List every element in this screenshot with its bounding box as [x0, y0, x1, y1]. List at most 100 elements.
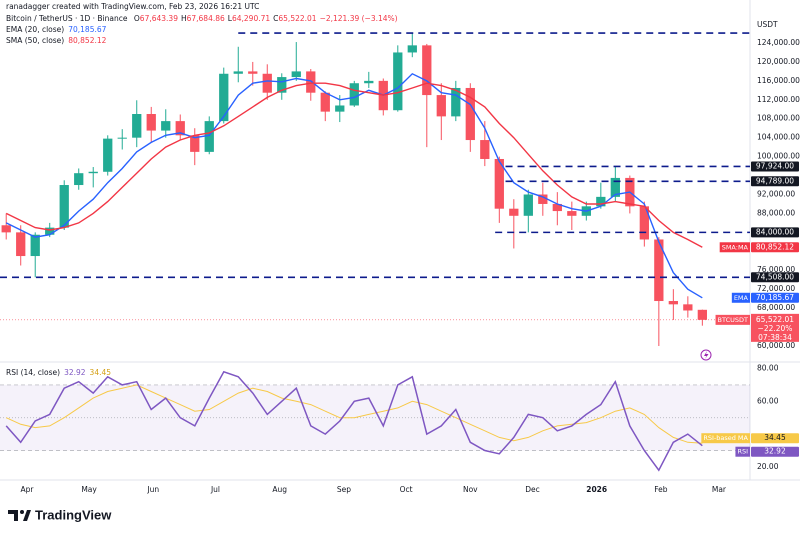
- level-label-box: [751, 161, 799, 172]
- rsi-value-tag-box: [751, 433, 799, 444]
- candle-body: [451, 87, 461, 117]
- ma-name-tag-box: [731, 292, 750, 303]
- price-tag-box: [751, 313, 799, 342]
- candle-body: [132, 114, 142, 138]
- y-tick-label: 124,000.00: [757, 38, 800, 47]
- ohlc-label: H: [180, 14, 187, 23]
- candle-body: [407, 45, 417, 53]
- candle-body: [349, 83, 359, 106]
- candle-body: [668, 301, 678, 305]
- y-tick-label: 104,000.00: [757, 133, 800, 142]
- currency-label: USDT: [757, 20, 778, 29]
- x-tick-label: Mar: [712, 485, 727, 494]
- x-tick-label: May: [81, 485, 97, 494]
- level-label: 94,789.00: [756, 176, 794, 185]
- y-tick-label: 92,000.00: [757, 189, 795, 198]
- price-tag-change: −22.20%: [758, 324, 793, 333]
- ma-value-tag: 70,185.67: [756, 293, 794, 302]
- candle-body: [683, 304, 693, 311]
- ohlc-value: 67,643.39: [139, 14, 178, 23]
- level-label: 74,508.00: [756, 272, 794, 281]
- candle-body: [117, 137, 127, 139]
- candle-body: [335, 105, 345, 112]
- ma-value-tag-box: [751, 242, 799, 253]
- candle-body: [190, 135, 200, 152]
- candle-body: [175, 121, 185, 136]
- y-tick-label: 88,000.00: [757, 208, 795, 217]
- candle-body: [45, 227, 55, 235]
- candle-body: [697, 309, 707, 320]
- sma-name: SMA (50, close): [6, 36, 65, 45]
- candle-body: [233, 71, 243, 74]
- candle-body: [219, 73, 229, 122]
- y-tick-label: 112,000.00: [757, 95, 800, 104]
- symbol-legend: Bitcoin / TetherUS · 1D · Binance O67,64…: [6, 13, 402, 24]
- rsi-name-tag-box: [735, 446, 750, 457]
- ohlc-item: O67,643.39: [134, 14, 178, 23]
- x-tick-label: Aug: [272, 485, 287, 494]
- candle-body: [538, 194, 548, 204]
- ema-name: EMA (20, close): [6, 25, 65, 34]
- y-tick-label: 116,000.00: [757, 76, 800, 85]
- rsi-ma-value: 34.45: [89, 368, 112, 377]
- symbol-tag-box: [715, 314, 750, 325]
- candle-body: [654, 239, 664, 302]
- ma-name-tag: SMA:MA: [722, 243, 749, 251]
- candle-body: [204, 121, 214, 152]
- moving-average-line: [5, 72, 703, 299]
- ema-value: 70,185.67: [68, 25, 107, 34]
- y-tick-label: 60,000.00: [757, 341, 795, 350]
- candle-body: [552, 203, 562, 212]
- ohlc-label: C: [273, 14, 279, 23]
- level-label: 84,000.00: [756, 227, 794, 236]
- y-tick-label: 108,000.00: [757, 114, 800, 123]
- level-label-box: [751, 176, 799, 187]
- candle-body: [291, 71, 301, 78]
- candle-body: [88, 171, 98, 174]
- rsi-value-tag: 32.92: [764, 447, 786, 456]
- candle-body: [320, 92, 330, 112]
- level-label-box: [751, 272, 799, 283]
- y-tick-label: 120,000.00: [757, 57, 800, 66]
- level-label: 97,924.00: [756, 161, 794, 170]
- ma-name-tag-box: [719, 242, 750, 253]
- x-tick-label: Apr: [20, 485, 34, 494]
- level-label-box: [751, 227, 799, 238]
- candle-body: [596, 196, 606, 207]
- candle-body: [161, 121, 171, 131]
- rsi-legend: RSI (14, close) 32.92 34.45: [6, 367, 115, 378]
- brand-logo: [8, 510, 31, 521]
- candle-body: [30, 234, 40, 257]
- x-tick-label: 2026: [586, 485, 607, 494]
- candle-body: [262, 73, 272, 93]
- y-tick-label: 100,000.00: [757, 152, 800, 161]
- moving-average-line: [5, 82, 703, 248]
- candle-body: [422, 45, 432, 96]
- candle-body: [465, 87, 475, 141]
- price-tag-countdown: 07:38:34: [758, 333, 792, 342]
- candle-body: [248, 71, 258, 74]
- candle-body: [1, 225, 11, 233]
- rsi-name-tag: RSI: [737, 448, 748, 456]
- ohlc-item: C65,522.01: [273, 14, 316, 23]
- rsi-line: [5, 370, 703, 472]
- candle-body: [436, 95, 446, 117]
- x-tick-label: Feb: [654, 485, 668, 494]
- candle-body: [393, 52, 403, 111]
- caption: ranadagger created with TradingView.com,…: [6, 2, 260, 11]
- candle-body: [59, 185, 69, 228]
- x-tick-label: Jun: [146, 485, 159, 494]
- candle-body: [523, 194, 533, 216]
- candle-body: [480, 140, 490, 159]
- ohlc-value: 64,290.71: [231, 14, 271, 23]
- candle-body: [146, 114, 156, 131]
- ohlc-item: H67,684.86: [181, 14, 225, 23]
- ohlc-value: 67,684.86: [186, 14, 225, 23]
- candle-body: [364, 80, 374, 84]
- sma-legend: SMA (50, close) 80,852.12: [6, 35, 110, 46]
- ohlc-change: −2,121.39 (−3.14%): [319, 14, 398, 23]
- y-tick-label: 76,000.00: [757, 265, 795, 274]
- rsi-name-tag: RSI-based MA: [703, 434, 748, 442]
